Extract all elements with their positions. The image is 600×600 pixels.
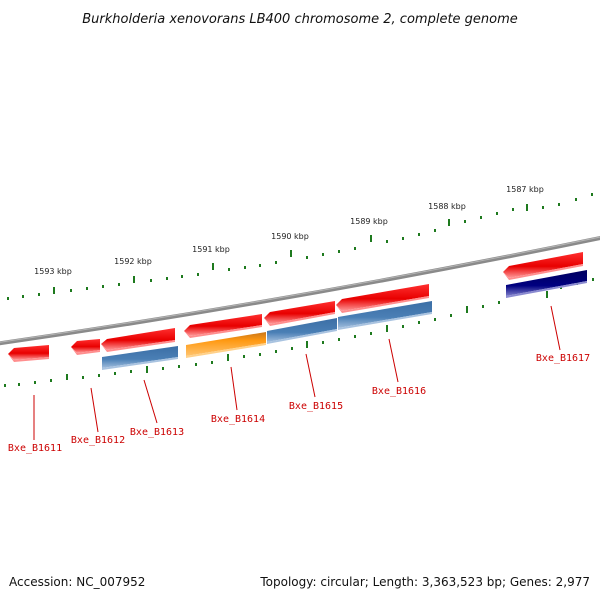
gene-label-bxe-b1611[interactable]: Bxe_B1611 <box>8 443 62 454</box>
leader-line-bxe-b1613 <box>143 379 158 424</box>
cds-bar-bxe-b1614[interactable] <box>186 332 266 358</box>
kbp-label-1593: 1593 kbp <box>34 267 72 276</box>
leader-line-bxe-b1612 <box>90 387 99 433</box>
leader-line-bxe-b1614 <box>230 366 238 411</box>
cds-bar-bxe-b1615[interactable] <box>267 318 337 344</box>
gene-labels: Bxe_B1611 Bxe_B1612 Bxe_B1613 Bxe_B1614 … <box>8 305 590 454</box>
chromosome-backbone <box>0 236 600 346</box>
gene-label-bxe-b1616[interactable]: Bxe_B1616 <box>372 386 426 397</box>
map-title: Burkholderia xenovorans LB400 chromosome… <box>82 12 518 27</box>
gene-track <box>8 252 583 362</box>
cds-bar-bxe-b1616[interactable] <box>338 301 432 330</box>
gene-arrow-bxe-b1612[interactable] <box>71 339 100 355</box>
upper-tick-track: 1587 kbp 1588 kbp 1589 kbp 1590 kbp 1591… <box>7 185 593 300</box>
gene-label-bxe-b1615[interactable]: Bxe_B1615 <box>289 401 343 412</box>
gene-label-bxe-b1613[interactable]: Bxe_B1613 <box>130 427 184 438</box>
gene-arrow-bxe-b1611[interactable] <box>8 345 49 362</box>
major-ticks-upper <box>53 204 528 294</box>
kbp-label-1591: 1591 kbp <box>192 245 230 254</box>
cds-bar-bxe-b1613[interactable] <box>102 346 178 370</box>
kbp-label-1592: 1592 kbp <box>114 257 152 266</box>
backbone-highlight <box>0 236 600 343</box>
gene-arrow-bxe-b1614[interactable] <box>184 314 262 338</box>
minor-ticks-upper <box>7 193 593 300</box>
gene-arrow-bxe-b1615[interactable] <box>264 301 335 326</box>
leader-line-bxe-b1616 <box>388 338 399 383</box>
kbp-label-1589: 1589 kbp <box>350 217 388 226</box>
cds-bar-bxe-b1617[interactable] <box>506 270 587 298</box>
kbp-label-1590: 1590 kbp <box>271 232 309 241</box>
accession-text: Accession: NC_007952 <box>9 575 145 589</box>
kbp-label-1588: 1588 kbp <box>428 202 466 211</box>
leader-line-bxe-b1615 <box>305 353 316 398</box>
gene-arrow-bxe-b1616[interactable] <box>336 284 429 313</box>
gene-arrow-bxe-b1617[interactable] <box>503 252 583 280</box>
gene-label-bxe-b1617[interactable]: Bxe_B1617 <box>536 353 590 364</box>
gene-label-bxe-b1614[interactable]: Bxe_B1614 <box>211 414 265 425</box>
gene-label-bxe-b1612[interactable]: Bxe_B1612 <box>71 435 125 446</box>
gene-arrow-bxe-b1613[interactable] <box>101 328 175 352</box>
cds-track <box>102 270 587 370</box>
genome-summary-text: Topology: circular; Length: 3,363,523 bp… <box>259 575 590 589</box>
leader-line-bxe-b1617 <box>550 305 561 351</box>
kbp-label-1587: 1587 kbp <box>506 185 544 194</box>
